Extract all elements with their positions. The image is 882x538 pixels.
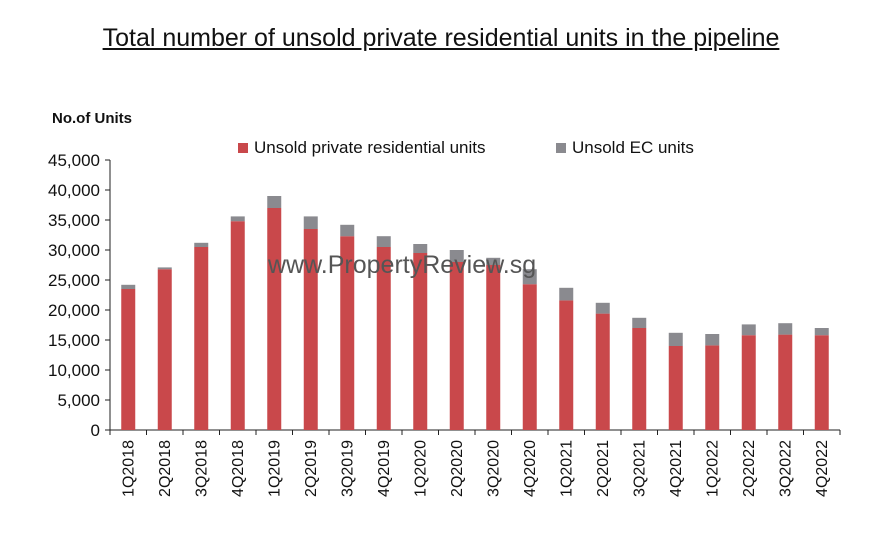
bar-ec	[778, 323, 793, 335]
bar-ec	[303, 216, 318, 229]
x-tick-label: 3Q2022	[777, 440, 794, 497]
legend-label-private: Unsold private residential units	[254, 138, 486, 157]
y-tick-label: 15,000	[48, 331, 100, 350]
bar-private	[814, 335, 829, 430]
x-tick-label: 4Q2018	[230, 440, 247, 497]
bar-private	[559, 300, 574, 430]
bar-private	[194, 247, 209, 430]
bar-ec	[267, 196, 282, 208]
bar-private	[303, 229, 318, 430]
y-tick-label: 35,000	[48, 211, 100, 230]
bar-ec	[814, 328, 829, 336]
x-tick-label: 3Q2019	[339, 440, 356, 497]
bar-ec	[413, 244, 428, 253]
chart-title: Total number of unsold private residenti…	[102, 24, 780, 52]
x-tick-label: 3Q2018	[193, 440, 210, 497]
bar-private	[157, 269, 172, 430]
x-tick-label: 1Q2019	[266, 440, 283, 497]
x-tick-label: 4Q2020	[522, 440, 539, 497]
x-tick-label: 3Q2020	[485, 440, 502, 497]
x-tick-label: 3Q2021	[631, 440, 648, 497]
x-tick-label: 2Q2018	[157, 440, 174, 497]
y-axis-label: No.of Units	[52, 110, 132, 127]
bar-private	[121, 289, 136, 430]
legend-item-private: Unsold private residential units	[238, 138, 486, 158]
x-tick-label: 1Q2021	[558, 440, 575, 497]
legend-item-ec: Unsold EC units	[556, 138, 694, 158]
bar-ec	[522, 269, 537, 285]
y-tick-label: 10,000	[48, 361, 100, 380]
y-tick-label: 5,000	[57, 391, 100, 410]
bar-private	[632, 328, 647, 430]
bar-private	[486, 265, 501, 430]
bar-private	[741, 335, 756, 430]
bar-ec	[376, 236, 391, 247]
x-tick-label: 2Q2020	[449, 440, 466, 497]
x-tick-label: 2Q2021	[595, 440, 612, 497]
y-tick-label: 25,000	[48, 271, 100, 290]
y-tick-label: 0	[91, 421, 100, 440]
x-tick-label: 2Q2022	[741, 440, 758, 497]
bar-private	[595, 313, 610, 430]
bar-ec	[230, 216, 245, 222]
y-tick-label: 45,000	[48, 151, 100, 170]
x-tick-label: 1Q2022	[704, 440, 721, 497]
bar-private	[449, 262, 464, 430]
bar-ec	[595, 302, 610, 314]
bar-ec	[194, 242, 209, 247]
bar-ec	[157, 267, 172, 270]
x-tick-label: 4Q2022	[814, 440, 831, 497]
bar-private	[705, 345, 720, 430]
watermark: www.PropertyReview.sg	[268, 251, 537, 279]
bar-ec	[559, 287, 574, 301]
legend-swatch-private	[238, 143, 248, 153]
bar-private	[413, 253, 428, 430]
bar-private	[522, 284, 537, 430]
bar-private	[340, 236, 355, 430]
x-tick-label: 1Q2018	[120, 440, 137, 497]
bar-private	[376, 247, 391, 430]
legend-swatch-ec	[556, 143, 566, 153]
x-tick-label: 1Q2020	[412, 440, 429, 497]
y-tick-label: 20,000	[48, 301, 100, 320]
bar-private	[230, 221, 245, 430]
bar-ec	[340, 224, 355, 237]
bar-ec	[449, 250, 464, 262]
x-tick-label: 4Q2021	[668, 440, 685, 497]
x-tick-label: 2Q2019	[303, 440, 320, 497]
legend-label-ec: Unsold EC units	[572, 138, 694, 157]
bar-ec	[668, 332, 683, 346]
y-tick-label: 30,000	[48, 241, 100, 260]
bar-private	[668, 346, 683, 430]
bar-private	[267, 208, 282, 430]
bar-ec	[741, 324, 756, 336]
bar-ec	[121, 284, 136, 289]
bar-private	[778, 334, 793, 430]
y-tick-label: 40,000	[48, 181, 100, 200]
bar-ec	[705, 334, 720, 346]
x-tick-label: 4Q2019	[376, 440, 393, 497]
bar-ec	[486, 257, 501, 265]
bar-ec	[632, 317, 647, 328]
